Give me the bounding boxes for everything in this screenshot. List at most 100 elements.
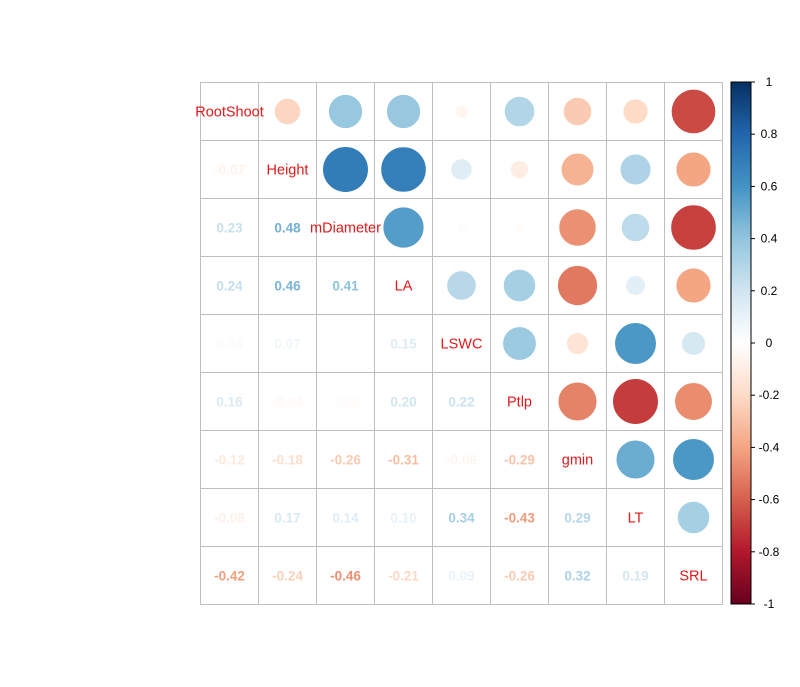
legend-tick-label: -0.8 bbox=[759, 545, 780, 559]
correlation-value-LSWC-RootShoot: 0.03 bbox=[216, 337, 243, 352]
correlation-circle-mDiameter-gmin bbox=[559, 209, 596, 246]
grid-cell bbox=[664, 546, 723, 605]
legend-tick-label: 0.8 bbox=[761, 127, 778, 141]
correlation-value-SRL-Height: -0.24 bbox=[272, 569, 303, 584]
correlation-circle-LSWC-gmin bbox=[566, 332, 589, 355]
correlation-value-SRL-LT: 0.19 bbox=[622, 569, 648, 584]
correlation-value-Height-RootShoot: -0.07 bbox=[214, 163, 245, 178]
correlation-circle-mDiameter-LSWC bbox=[457, 223, 466, 232]
correlation-circle-RootShoot-LA bbox=[386, 94, 421, 129]
correlation-circle-Height-SRL bbox=[676, 152, 711, 187]
coefficient-layer: -0.07 0.23 0.48 0.24 0.46 0.41 0.03 0.07 0.00 0.1… bbox=[214, 163, 649, 584]
correlation-circle-LA-LT bbox=[626, 276, 645, 295]
correlation-circle-LSWC-Ptlp bbox=[503, 327, 536, 360]
correlation-circle-mDiameter-Ptlp bbox=[515, 223, 524, 232]
variable-label-Height: Height bbox=[267, 163, 309, 179]
correlation-value-mDiameter-Height: 0.48 bbox=[274, 221, 301, 236]
correlation-value-gmin-Height: -0.18 bbox=[272, 453, 303, 468]
correlation-circle-RootShoot-gmin bbox=[563, 97, 592, 126]
correlation-circle-mDiameter-SRL bbox=[671, 205, 716, 250]
legend-tick-label: 1 bbox=[766, 75, 773, 89]
correlation-value-LA-Height: 0.46 bbox=[274, 279, 301, 294]
correlation-circle-LA-gmin bbox=[557, 265, 598, 306]
variable-label-LSWC: LSWC bbox=[441, 337, 483, 353]
correlation-circle-Ptlp-SRL bbox=[675, 383, 712, 420]
correlation-circle-RootShoot-LSWC bbox=[455, 105, 468, 118]
correlation-value-SRL-LA: -0.21 bbox=[388, 569, 419, 584]
correlation-circle-RootShoot-Height bbox=[274, 98, 301, 125]
grid-layer bbox=[200, 82, 723, 605]
correlation-circle-Ptlp-LT bbox=[613, 379, 658, 424]
correlation-value-Ptlp-LSWC: 0.22 bbox=[448, 395, 474, 410]
correlation-value-LT-LSWC: 0.34 bbox=[448, 511, 475, 526]
correlation-circle-LSWC-LT bbox=[615, 323, 656, 364]
correlation-value-LT-Height: 0.17 bbox=[274, 511, 300, 526]
correlation-value-gmin-RootShoot: -0.12 bbox=[214, 453, 245, 468]
legend-tick-label: -0.2 bbox=[759, 388, 780, 402]
variable-label-mDiameter: mDiameter bbox=[310, 221, 381, 237]
correlation-circle-RootShoot-SRL bbox=[671, 89, 716, 134]
correlation-circle-gmin-SRL bbox=[673, 439, 714, 480]
correlation-value-Ptlp-LA: 0.20 bbox=[390, 395, 416, 410]
correlation-circle-Height-LT bbox=[620, 154, 651, 185]
correlation-circle-LA-LSWC bbox=[447, 271, 476, 300]
correlation-value-LT-mDiameter: 0.14 bbox=[332, 511, 359, 526]
correlation-circle-Height-Ptlp bbox=[510, 160, 529, 179]
legend-tick-label: 0 bbox=[766, 336, 773, 350]
color-legend: 1 0.8 0.6 0.4 0.2 0 -0.2 -0.4 -0.6 -0.8 -1 bbox=[730, 75, 780, 611]
correlation-value-LSWC-LA: 0.15 bbox=[390, 337, 417, 352]
correlation-circle-RootShoot-mDiameter bbox=[328, 94, 363, 129]
correlation-value-Ptlp-mDiameter: -0.02 bbox=[330, 395, 361, 410]
variable-label-LT: LT bbox=[628, 511, 644, 527]
correlation-value-LT-LA: 0.10 bbox=[390, 511, 416, 526]
correlation-value-SRL-mDiameter: -0.46 bbox=[330, 569, 361, 584]
circle-layer bbox=[274, 89, 716, 534]
variable-label-LA: LA bbox=[395, 279, 413, 295]
correlation-circle-mDiameter-LT bbox=[621, 213, 650, 242]
legend-tick-label: 0.6 bbox=[761, 179, 778, 193]
correlation-value-gmin-Ptlp: -0.29 bbox=[504, 453, 535, 468]
correlation-value-SRL-LSWC: 0.09 bbox=[448, 569, 474, 584]
correlation-value-LSWC-mDiameter: 0.00 bbox=[332, 337, 358, 352]
correlation-circle-LA-Ptlp bbox=[503, 269, 536, 302]
variable-label-layer: RootShoot Height mDiameter LA LSWC Ptlp gmin LT… bbox=[195, 105, 707, 585]
correlation-value-SRL-Ptlp: -0.26 bbox=[504, 569, 535, 584]
correlation-value-SRL-gmin: 0.32 bbox=[564, 569, 590, 584]
correlation-value-LT-RootShoot: -0.08 bbox=[214, 511, 245, 526]
correlation-value-gmin-LSWC: -0.06 bbox=[446, 453, 477, 468]
legend-tick-label: -0.6 bbox=[759, 493, 780, 507]
correlation-circle-Height-gmin bbox=[561, 153, 594, 186]
color-legend-bar bbox=[730, 81, 752, 605]
correlation-value-LA-mDiameter: 0.41 bbox=[332, 279, 359, 294]
correlation-circle-RootShoot-Ptlp bbox=[504, 96, 535, 127]
correlation-circle-gmin-LT bbox=[616, 440, 655, 479]
correlation-value-SRL-RootShoot: -0.42 bbox=[214, 569, 245, 584]
correlation-value-LSWC-Height: 0.07 bbox=[274, 337, 300, 352]
correlation-circle-Height-mDiameter bbox=[323, 147, 368, 192]
correlation-circle-LSWC-SRL bbox=[681, 331, 706, 356]
variable-label-gmin: gmin bbox=[562, 453, 593, 469]
correlation-value-LA-RootShoot: 0.24 bbox=[216, 279, 243, 294]
correlation-circle-mDiameter-LA bbox=[383, 207, 424, 248]
correlation-value-LT-Ptlp: -0.43 bbox=[504, 511, 535, 526]
correlation-circle-Height-LA bbox=[381, 147, 426, 192]
legend-tick-label: 0.4 bbox=[761, 232, 778, 246]
correlation-value-gmin-LA: -0.31 bbox=[388, 453, 419, 468]
correlation-value-LT-gmin: 0.29 bbox=[564, 511, 590, 526]
legend-tick-label: 0.2 bbox=[761, 284, 778, 298]
legend-tick-label: -1 bbox=[764, 597, 775, 611]
correlation-value-mDiameter-RootShoot: 0.23 bbox=[216, 221, 243, 236]
correlation-value-gmin-mDiameter: -0.26 bbox=[330, 453, 361, 468]
variable-label-RootShoot: RootShoot bbox=[195, 105, 264, 121]
correlation-circle-RootShoot-LT bbox=[623, 99, 648, 124]
correlation-circle-Height-LSWC bbox=[451, 159, 472, 180]
correlation-value-Ptlp-RootShoot: 0.16 bbox=[216, 395, 243, 410]
variable-label-Ptlp: Ptlp bbox=[507, 395, 532, 411]
correlation-value-Ptlp-Height: -0.04 bbox=[272, 395, 303, 410]
correlation-circle-LA-SRL bbox=[676, 268, 711, 303]
legend-tick-label: -0.4 bbox=[759, 440, 780, 454]
correlation-circle-LT-SRL bbox=[677, 501, 710, 534]
correlation-circle-Ptlp-gmin bbox=[558, 382, 597, 421]
variable-label-SRL: SRL bbox=[679, 569, 707, 585]
